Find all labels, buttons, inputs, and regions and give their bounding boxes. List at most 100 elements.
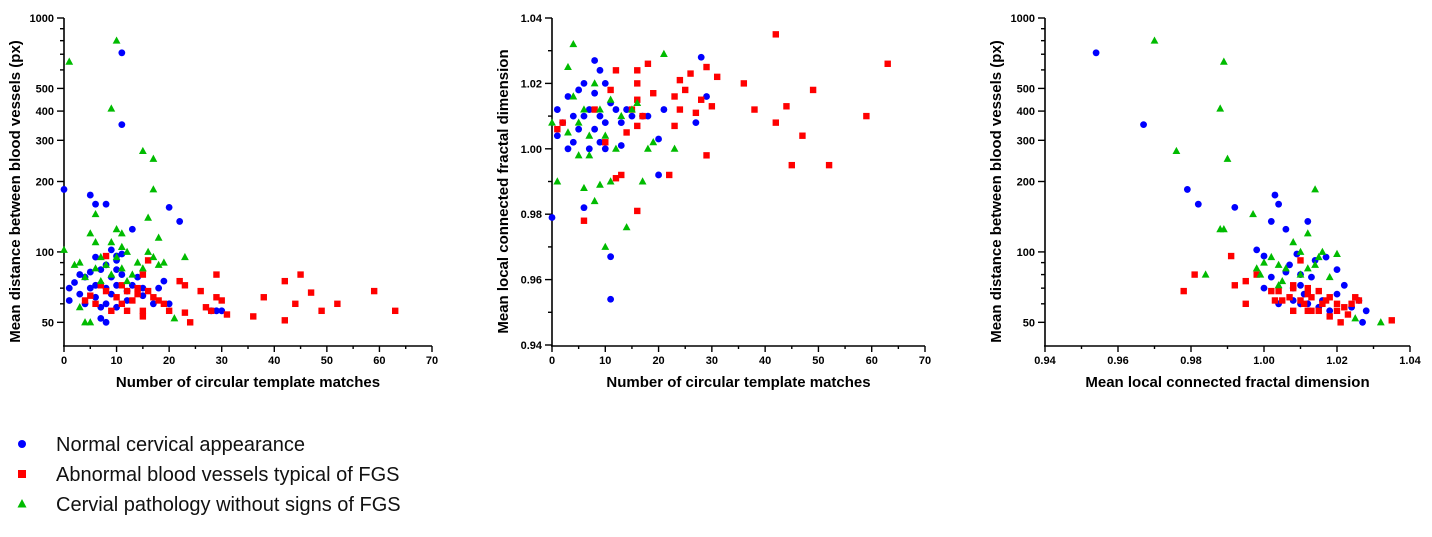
- y-tick-label: 50: [1023, 317, 1035, 329]
- data-point: [117, 264, 126, 272]
- data-point: [118, 121, 126, 129]
- data-point: [580, 204, 588, 212]
- data-point: [138, 264, 147, 272]
- data-point: [634, 122, 641, 130]
- data-point: [548, 118, 556, 126]
- series-square: [81, 252, 399, 326]
- data-point: [1333, 249, 1341, 257]
- data-point: [86, 318, 95, 326]
- data-point: [123, 297, 131, 304]
- data-point: [1231, 282, 1238, 289]
- data-point: [559, 119, 566, 126]
- data-point: [150, 294, 157, 301]
- data-point: [591, 125, 599, 133]
- data-point: [553, 177, 562, 185]
- data-point: [1296, 247, 1305, 255]
- data-point: [655, 135, 662, 143]
- data-point: [91, 238, 100, 246]
- data-point: [218, 307, 226, 315]
- data-point: [181, 252, 189, 261]
- data-point: [1308, 294, 1315, 301]
- data-point: [97, 314, 105, 322]
- data-point: [117, 229, 126, 237]
- y-axis-title: Mean distance between blood vessels (px): [7, 40, 24, 343]
- data-point: [564, 62, 572, 71]
- x-axis-title: Mean local connected fractal dimension: [1085, 374, 1369, 391]
- legend-triangle-icon: [17, 499, 27, 508]
- data-point: [102, 287, 110, 295]
- data-point: [1304, 218, 1312, 225]
- data-point: [1183, 186, 1191, 193]
- data-point: [601, 119, 609, 127]
- data-point: [1223, 154, 1232, 162]
- data-point: [676, 76, 684, 84]
- data-point: [91, 264, 100, 272]
- x-tick-label: 70: [426, 355, 438, 367]
- data-point: [1282, 264, 1290, 272]
- data-point: [96, 252, 105, 261]
- data-point: [1278, 276, 1287, 285]
- y-tick-label: 300: [1017, 135, 1035, 147]
- data-point: [102, 252, 110, 260]
- x-tick-label: 0: [549, 355, 555, 367]
- data-point: [1242, 277, 1249, 285]
- data-point: [772, 31, 779, 38]
- data-point: [634, 67, 641, 74]
- data-point: [370, 287, 378, 295]
- data-point: [112, 225, 121, 233]
- data-point: [809, 86, 817, 94]
- data-point: [334, 300, 341, 308]
- data-point: [102, 300, 110, 308]
- data-point: [644, 144, 652, 152]
- data-point: [602, 139, 609, 146]
- data-point: [1268, 287, 1275, 295]
- data-point: [554, 125, 561, 133]
- data-point: [601, 80, 609, 87]
- data-point: [1308, 307, 1315, 315]
- x-axis-title: Number of circular template matches: [116, 374, 380, 391]
- series-circle: [1092, 49, 1370, 326]
- x-axis-title: Number of circular template matches: [606, 374, 870, 391]
- data-point: [1180, 287, 1187, 295]
- data-point: [176, 277, 183, 285]
- data-point: [1376, 318, 1385, 326]
- legend-label: Normal cervical appearance: [56, 434, 305, 456]
- data-point: [1333, 290, 1341, 298]
- data-point: [606, 177, 615, 185]
- x-tick-label: 20: [652, 355, 664, 367]
- y-axis-title: Mean distance between blood vessels (px): [988, 40, 1005, 343]
- data-point: [1172, 146, 1181, 155]
- data-point: [1249, 209, 1257, 218]
- data-point: [92, 300, 99, 308]
- series-square: [1180, 252, 1395, 326]
- data-point: [703, 93, 710, 100]
- data-point: [92, 293, 99, 301]
- data-point: [134, 290, 141, 298]
- data-point: [1355, 297, 1363, 304]
- data-point: [1326, 313, 1333, 320]
- data-point: [86, 268, 94, 276]
- data-point: [799, 132, 806, 139]
- data-point: [1304, 284, 1311, 292]
- data-point: [218, 297, 225, 304]
- data-point: [102, 318, 110, 326]
- legend-item: Normal cervical appearance: [18, 434, 305, 456]
- y-tick-label: 1.04: [521, 13, 543, 25]
- data-point: [155, 297, 162, 304]
- x-tick-label: 0.96: [1107, 355, 1128, 367]
- data-point: [65, 284, 73, 292]
- data-point: [1326, 294, 1333, 301]
- data-point: [60, 186, 68, 193]
- data-point: [666, 171, 673, 179]
- y-tick-label: 0.96: [521, 275, 542, 287]
- data-point: [596, 112, 604, 120]
- data-point: [1216, 104, 1225, 112]
- data-point: [1191, 271, 1198, 278]
- x-tick-label: 10: [599, 355, 611, 367]
- data-point: [92, 253, 99, 261]
- data-point: [580, 217, 588, 224]
- data-point: [96, 276, 105, 285]
- data-point: [1348, 300, 1355, 308]
- data-point: [107, 238, 116, 246]
